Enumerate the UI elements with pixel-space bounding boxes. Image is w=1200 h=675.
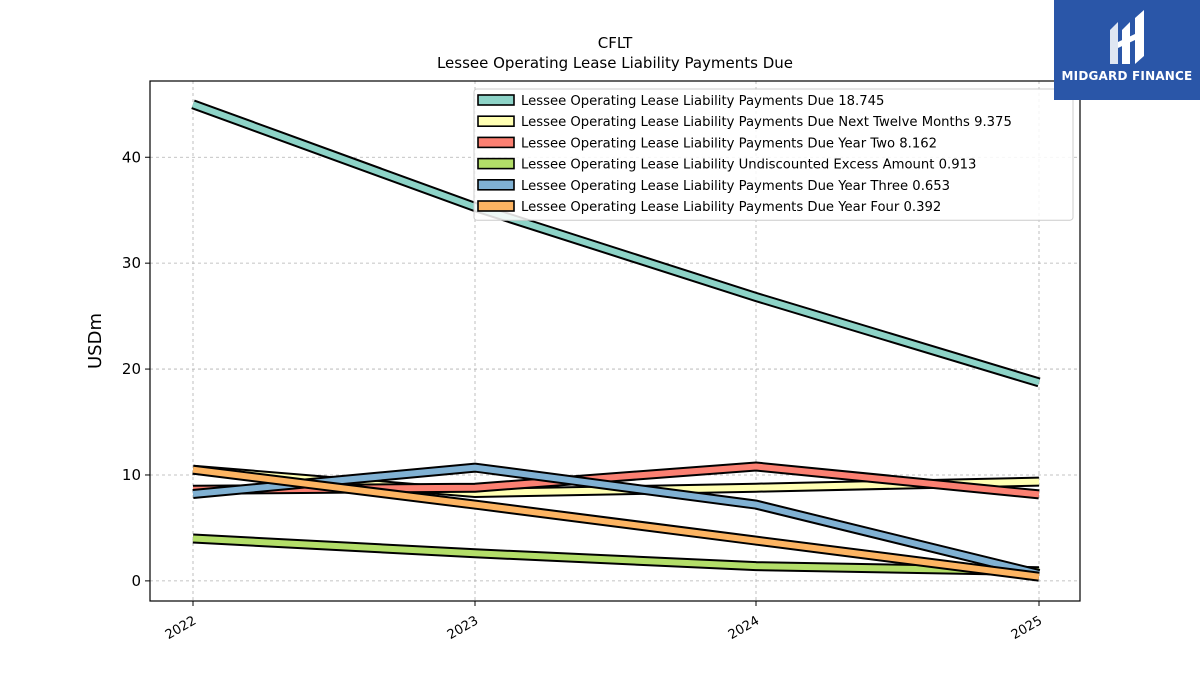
- series-line: [191, 99, 1041, 388]
- legend-entry: Lessee Operating Lease Liability Undisco…: [521, 158, 976, 173]
- series-lines: [191, 99, 1041, 582]
- chart-subtitle: Lessee Operating Lease Liability Payment…: [437, 54, 793, 72]
- legend-entry: Lessee Operating Lease Liability Payment…: [521, 179, 950, 194]
- legend-swatch: [477, 200, 515, 212]
- x-axis-ticks: 2022 2023 2024 2025: [163, 601, 1045, 643]
- brand-logo: MIDGARD FINANCE: [1054, 0, 1200, 100]
- legend-swatch: [477, 94, 515, 106]
- legend-swatch: [477, 115, 515, 127]
- midgard-logo-icon: [1110, 10, 1144, 64]
- series-line-stroke: [192, 535, 1040, 575]
- y-tick-label: 10: [122, 466, 141, 484]
- y-axis-label: USDm: [85, 313, 106, 369]
- series-line-stroke: [191, 101, 1040, 386]
- y-tick-label: 20: [122, 360, 141, 378]
- legend-entry: Lessee Operating Lease Liability Payment…: [521, 94, 884, 109]
- x-tick-label: 2024: [726, 613, 762, 643]
- legend-entry: Lessee Operating Lease Liability Payment…: [521, 115, 1012, 130]
- legend-swatch: [477, 157, 515, 170]
- brand-name: MIDGARD FINANCE: [1061, 69, 1193, 83]
- plot-frame: [149, 80, 1081, 602]
- legend-entry: Lessee Operating Lease Liability Payment…: [521, 136, 937, 151]
- legend-swatch: [477, 136, 515, 149]
- series-line-stroke: [192, 466, 1040, 580]
- series-line: [192, 533, 1040, 577]
- legend-swatch: [477, 179, 515, 191]
- y-tick-label: 30: [122, 254, 141, 272]
- legend-entry: Lessee Operating Lease Liability Payment…: [521, 200, 941, 215]
- y-tick-label: 0: [131, 572, 141, 590]
- y-axis-ticks: 0 10 20 30 40: [122, 148, 150, 590]
- series-line: [192, 462, 1041, 579]
- x-tick-label: 2022: [163, 613, 199, 643]
- legend-box: [473, 88, 1074, 221]
- y-tick-label: 40: [122, 148, 141, 166]
- series-line: [192, 464, 1040, 582]
- x-tick-label: 2023: [445, 613, 481, 643]
- chart-title: CFLT: [598, 34, 633, 52]
- series-line-stroke: [192, 464, 1040, 577]
- x-tick-label: 2025: [1009, 613, 1045, 643]
- legend: Lessee Operating Lease Liability Payment…: [473, 88, 1074, 221]
